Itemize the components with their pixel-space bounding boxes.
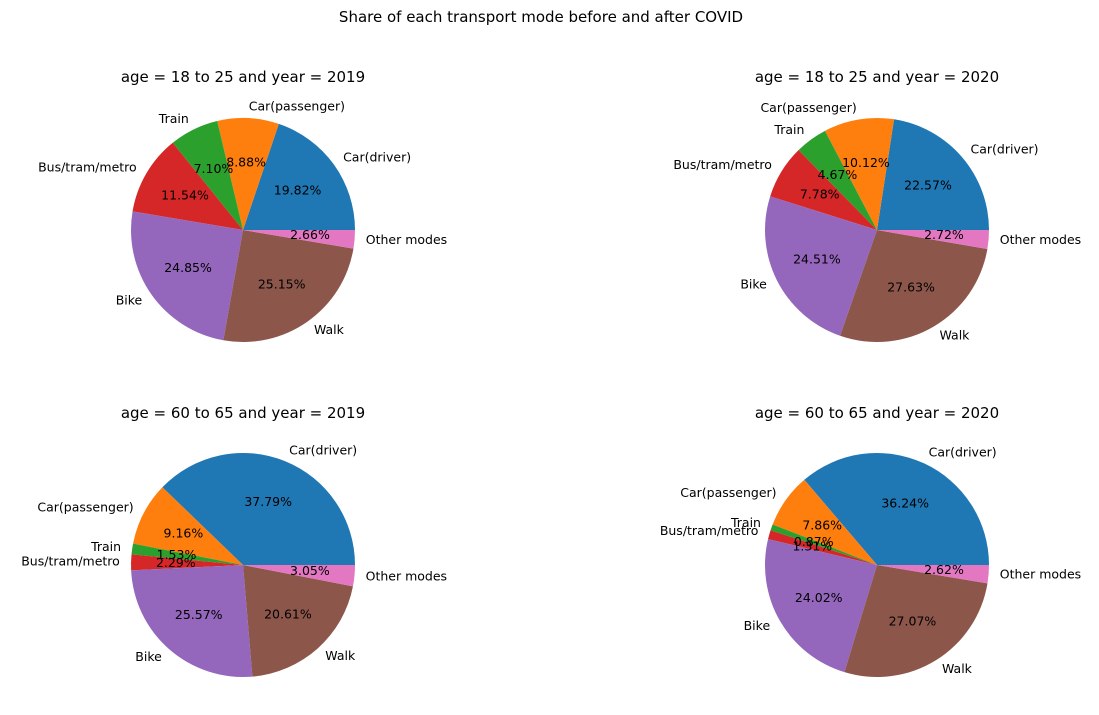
slice-percent-label: 7.10% <box>194 161 234 176</box>
pie-slice-car-passenger <box>772 479 877 565</box>
pie-title: age = 60 to 65 and year = 2019 <box>121 404 365 422</box>
pie-chart-18-25-2020: age = 18 to 25 and year = 2020 Car(drive… <box>673 68 1081 343</box>
pie-slice-train <box>172 121 243 230</box>
pie-slice-bike <box>765 196 877 336</box>
slice-percent-label: 2.66% <box>290 227 330 242</box>
slice-percent-label: 10.12% <box>842 155 890 170</box>
pie-slice-train <box>770 524 877 565</box>
slice-percent-label: 24.51% <box>793 252 841 267</box>
slice-label: Other modes <box>1000 567 1081 582</box>
pie-slice-bus-tram-metro <box>130 554 243 571</box>
slice-label: Bus/tram/metro <box>38 159 137 174</box>
slice-percent-label: 1.53% <box>157 547 197 562</box>
pie-slice-bus-tram-metro <box>132 142 243 230</box>
pie-slice-other-modes <box>877 230 989 250</box>
slice-percent-label: 37.79% <box>244 494 292 509</box>
pie-chart-60-65-2019: age = 60 to 65 and year = 2019 Car(drive… <box>21 404 447 677</box>
slice-label: Car(passenger) <box>249 98 345 113</box>
slice-label: Bike <box>744 618 771 633</box>
slice-label: Bus/tram/metro <box>21 554 120 569</box>
slice-label: Walk <box>942 661 973 676</box>
pie-title: age = 18 to 25 and year = 2020 <box>755 68 999 86</box>
pie-slice-car-driver <box>162 452 355 565</box>
slice-label: Walk <box>314 322 345 337</box>
pie-title: age = 60 to 65 and year = 2020 <box>755 404 999 422</box>
slice-percent-label: 2.29% <box>156 555 196 570</box>
pie-slice-walk <box>223 230 354 343</box>
pie-title: age = 18 to 25 and year = 2019 <box>121 68 365 86</box>
slice-percent-label: 9.16% <box>164 526 204 541</box>
pie-slice-walk <box>243 565 353 677</box>
slice-label: Train <box>773 122 804 137</box>
slice-label: Car(driver) <box>971 141 1039 156</box>
pie-slice-car-driver <box>243 123 355 230</box>
slice-percent-label: 25.15% <box>258 276 306 291</box>
slice-percent-label: 22.57% <box>904 178 952 193</box>
slice-percent-label: 2.72% <box>924 227 964 242</box>
slice-percent-label: 11.54% <box>161 188 209 203</box>
pie-slice-walk <box>840 230 988 342</box>
pie-slice-bike <box>130 211 243 341</box>
pie-slice-bus-tram-metro <box>768 530 877 565</box>
slice-percent-label: 36.24% <box>881 495 929 510</box>
pie-slice-other-modes <box>243 565 355 587</box>
slice-label: Train <box>90 539 121 554</box>
pie-slice-train <box>798 130 877 230</box>
slice-label: Bus/tram/metro <box>673 157 772 172</box>
pie-slice-other-modes <box>877 565 990 584</box>
slice-label: Bike <box>116 292 143 307</box>
pie-slice-car-driver <box>804 453 989 565</box>
pie-slice-car-passenger <box>824 117 895 230</box>
slice-percent-label: 20.61% <box>264 607 312 622</box>
slice-percent-label: 27.07% <box>889 614 937 629</box>
pie-slice-car-passenger <box>133 487 243 565</box>
slice-label: Bike <box>740 277 767 292</box>
slice-label: Train <box>730 515 761 530</box>
slice-label: Walk <box>325 648 356 663</box>
slice-percent-label: 7.78% <box>800 186 840 201</box>
slice-percent-label: 2.62% <box>924 562 964 577</box>
pie-slice-walk <box>844 565 988 678</box>
slice-label: Train <box>158 111 189 126</box>
slice-label: Car(driver) <box>343 150 411 165</box>
pie-slice-train <box>131 543 243 565</box>
slice-label: Car(driver) <box>929 445 997 460</box>
pie-slice-bus-tram-metro <box>770 150 877 230</box>
slice-percent-label: 1.31% <box>792 538 832 553</box>
slice-percent-label: 19.82% <box>274 182 322 197</box>
pie-slice-car-passenger <box>217 117 279 230</box>
pie-slice-bike <box>765 539 877 673</box>
slice-label: Car(driver) <box>289 442 357 457</box>
pie-slice-other-modes <box>243 230 356 249</box>
slice-label: Car(passenger) <box>680 485 776 500</box>
slice-percent-label: 8.88% <box>226 154 266 169</box>
slice-label: Bike <box>135 649 162 664</box>
slice-label: Walk <box>939 328 970 343</box>
slice-percent-label: 4.67% <box>818 167 858 182</box>
slice-percent-label: 25.57% <box>175 607 223 622</box>
pie-chart-60-65-2020: age = 60 to 65 and year = 2020 Car(drive… <box>660 404 1081 678</box>
pie-slice-bike <box>131 565 253 677</box>
slice-label: Other modes <box>366 232 447 247</box>
slice-percent-label: 3.05% <box>290 563 330 578</box>
slice-label: Car(passenger) <box>37 500 133 515</box>
pie-chart-18-25-2019: age = 18 to 25 and year = 2019 Car(drive… <box>38 68 447 343</box>
slice-percent-label: 27.63% <box>887 279 935 294</box>
slice-percent-label: 24.02% <box>795 590 843 605</box>
slice-percent-label: 7.86% <box>802 518 842 533</box>
slice-label: Bus/tram/metro <box>660 523 759 538</box>
figure-suptitle: Share of each transport mode before and … <box>339 8 743 26</box>
slice-label: Car(passenger) <box>760 100 856 115</box>
slice-percent-label: 24.85% <box>164 260 212 275</box>
slice-label: Other modes <box>1000 232 1081 247</box>
slice-label: Other modes <box>366 568 447 583</box>
slice-percent-label: 0.87% <box>794 534 834 549</box>
pie-slice-car-driver <box>877 119 989 230</box>
